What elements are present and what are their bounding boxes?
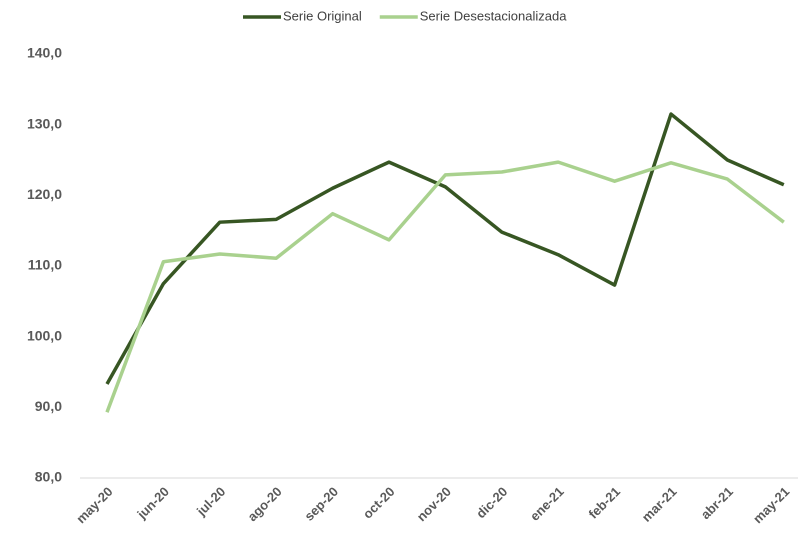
legend-label: Serie Desestacionalizada (420, 8, 567, 23)
x-tick-label: may-20 (73, 484, 115, 526)
y-tick-label: 110,0 (28, 257, 62, 273)
y-tick-label: 100,0 (27, 327, 62, 343)
y-tick-label: 140,0 (27, 45, 62, 61)
x-tick-label: dic-20 (473, 484, 510, 521)
y-tick-label: 120,0 (27, 186, 62, 202)
x-tick-label: feb-21 (585, 484, 623, 522)
x-tick-label: abr-21 (698, 484, 736, 522)
x-tick-label: ago-20 (245, 484, 285, 524)
series-line (105, 160, 785, 413)
x-tick-label: sep-20 (301, 484, 341, 524)
y-tick-label: 130,0 (27, 115, 62, 131)
x-tick-label: jun-20 (134, 484, 172, 522)
x-tick-label: may-21 (750, 484, 792, 526)
x-tick-label: ene-21 (527, 484, 567, 524)
x-tick-label: jul-20 (193, 484, 228, 519)
y-tick-label: 90,0 (35, 398, 62, 414)
legend-label: Serie Original (283, 8, 362, 23)
x-tick-label: nov-20 (414, 484, 454, 524)
x-tick-label: mar-21 (639, 484, 680, 525)
x-tick-label: oct-20 (360, 484, 398, 522)
series-line (105, 112, 785, 385)
y-tick-label: 80,0 (35, 469, 62, 485)
